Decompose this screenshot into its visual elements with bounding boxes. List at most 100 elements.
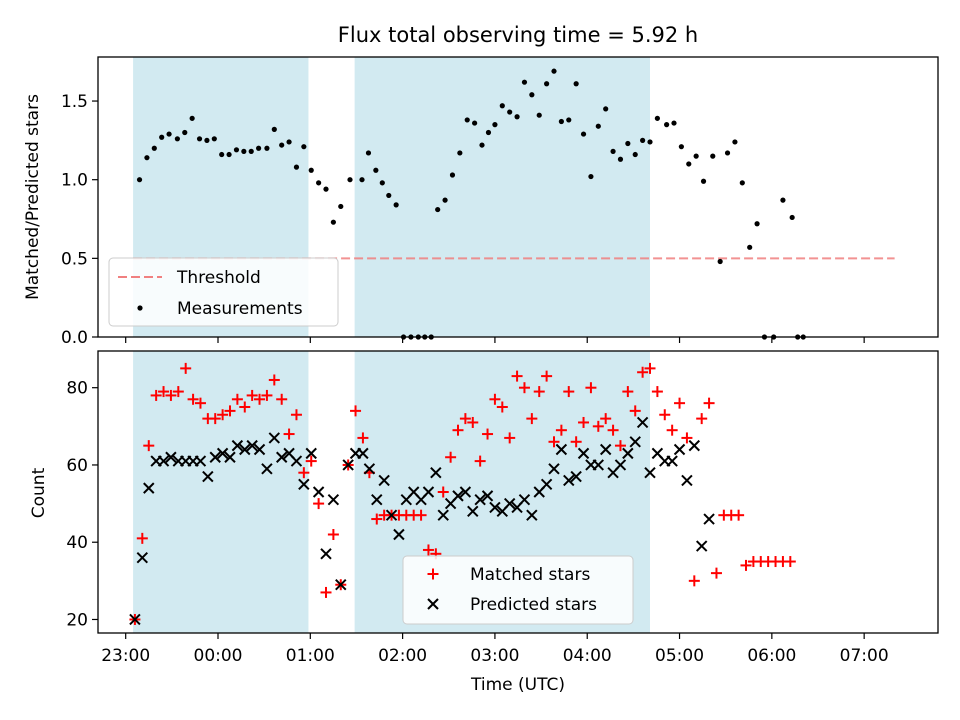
measurement-point	[264, 145, 270, 151]
legend-matched-swatch	[427, 568, 439, 580]
ratio-shaded-region-1	[354, 57, 650, 337]
measurement-point	[136, 177, 143, 183]
matched-star-point	[784, 556, 796, 568]
matched-star-point	[688, 575, 700, 587]
matched-star-point	[239, 401, 251, 413]
measurement-point	[256, 145, 262, 151]
predicted-star-point	[136, 551, 149, 564]
measurement-point	[442, 197, 448, 203]
matched-star-point	[733, 509, 745, 521]
predicted-star-point	[622, 447, 634, 460]
predicted-star-point	[312, 486, 325, 498]
predicted-star-point	[335, 579, 347, 591]
measurement-point	[573, 81, 579, 87]
matched-star-point	[637, 366, 649, 378]
count-y-tick-label-0: 20	[66, 610, 88, 630]
count-y-axis-label: Count	[29, 467, 49, 518]
measurement-point	[166, 131, 172, 137]
measurement-point	[485, 129, 492, 136]
predicted-star-point	[320, 548, 332, 560]
measurement-point	[789, 214, 795, 221]
count-panel: 20 40 60 80 Count Time (UTC) 23:00 00:00 01:0…	[29, 350, 939, 695]
measurement-point	[330, 219, 336, 225]
matched-star-point	[445, 451, 457, 463]
measurement-point	[189, 115, 195, 121]
predicted-star-point	[305, 447, 317, 460]
measurement-point	[308, 167, 314, 173]
legend-predicted-label: Predicted stars	[470, 595, 597, 615]
predicted-star-point	[357, 447, 369, 460]
measurement-point	[271, 126, 277, 132]
matched-star-point	[209, 413, 221, 425]
measurement-point	[617, 156, 624, 162]
predicted-star-point	[165, 451, 177, 463]
measurement-point	[640, 137, 646, 143]
measurement-point	[580, 131, 587, 137]
x-tick-label-3: 02:00	[378, 646, 427, 666]
x-tick-label-2: 01:00	[286, 646, 335, 666]
matched-star-point	[158, 386, 170, 398]
predicted-star-point	[474, 494, 486, 506]
predicted-star-point	[599, 443, 612, 456]
measurement-point	[479, 142, 485, 148]
measurement-point	[174, 136, 180, 142]
predicted-star-point	[143, 482, 155, 494]
x-tick-label-5: 04:00	[563, 646, 612, 666]
ratio-panel: 0.0 0.5 1.0 1.5 Matched/Predicted stars Thr…	[23, 56, 939, 348]
predicted-star-point	[703, 513, 715, 525]
matched-star-point	[246, 389, 258, 401]
predicted-star-point	[644, 466, 656, 479]
measurement-point	[144, 155, 150, 161]
predicted-star-point	[224, 451, 236, 463]
measurement-point	[632, 151, 638, 158]
x-tick-label-4: 03:00	[470, 646, 519, 666]
matched-star-point	[313, 498, 325, 510]
predicted-star-point	[526, 509, 538, 521]
x-axis-label: Time (UTC)	[470, 675, 565, 695]
predicted-star-point	[555, 443, 568, 456]
matched-star-point	[622, 386, 634, 398]
matched-star-point	[548, 436, 560, 448]
measurement-point	[365, 150, 372, 156]
measurement-point	[279, 142, 285, 148]
predicted-star-point	[239, 443, 251, 456]
matched-star-point	[165, 389, 177, 401]
matched-star-point	[467, 416, 479, 428]
matched-star-point	[261, 389, 273, 401]
measurement-point	[521, 79, 528, 85]
measurement-point	[301, 144, 307, 150]
measurement-point	[211, 136, 217, 142]
matched-star-point	[563, 386, 575, 398]
predicted-star-point	[629, 436, 641, 448]
matched-star-point	[592, 420, 604, 432]
measurement-point	[359, 177, 365, 183]
matched-star-point	[710, 567, 722, 579]
matched-star-point	[740, 559, 752, 571]
measurement-point	[739, 180, 745, 186]
measurement-point	[373, 167, 379, 173]
predicted-star-point	[268, 432, 281, 444]
matched-star-point	[504, 432, 516, 444]
predicted-star-point	[503, 497, 516, 510]
predicted-star-point	[437, 509, 449, 521]
matched-star-point	[136, 532, 148, 544]
matched-star-point	[268, 374, 280, 386]
predicted-star-point	[202, 470, 214, 483]
predicted-star-point	[393, 528, 405, 541]
measurement-point	[551, 68, 557, 74]
predicted-star-point	[216, 447, 229, 460]
measurement-point	[204, 137, 210, 143]
legend-measurements-swatch	[137, 305, 143, 311]
measurement-point	[316, 180, 322, 186]
measurement-point	[671, 120, 677, 126]
matched-star-point	[659, 409, 671, 421]
matched-star-point	[298, 467, 310, 479]
predicted-star-point	[290, 455, 303, 467]
matched-star-point	[180, 362, 192, 374]
predicted-star-point	[261, 463, 273, 475]
measurement-point	[732, 139, 738, 145]
matched-star-point	[254, 393, 266, 405]
count-y-tick-label-2: 60	[66, 456, 88, 476]
measurement-point	[286, 139, 292, 145]
matched-star-point	[437, 486, 449, 498]
